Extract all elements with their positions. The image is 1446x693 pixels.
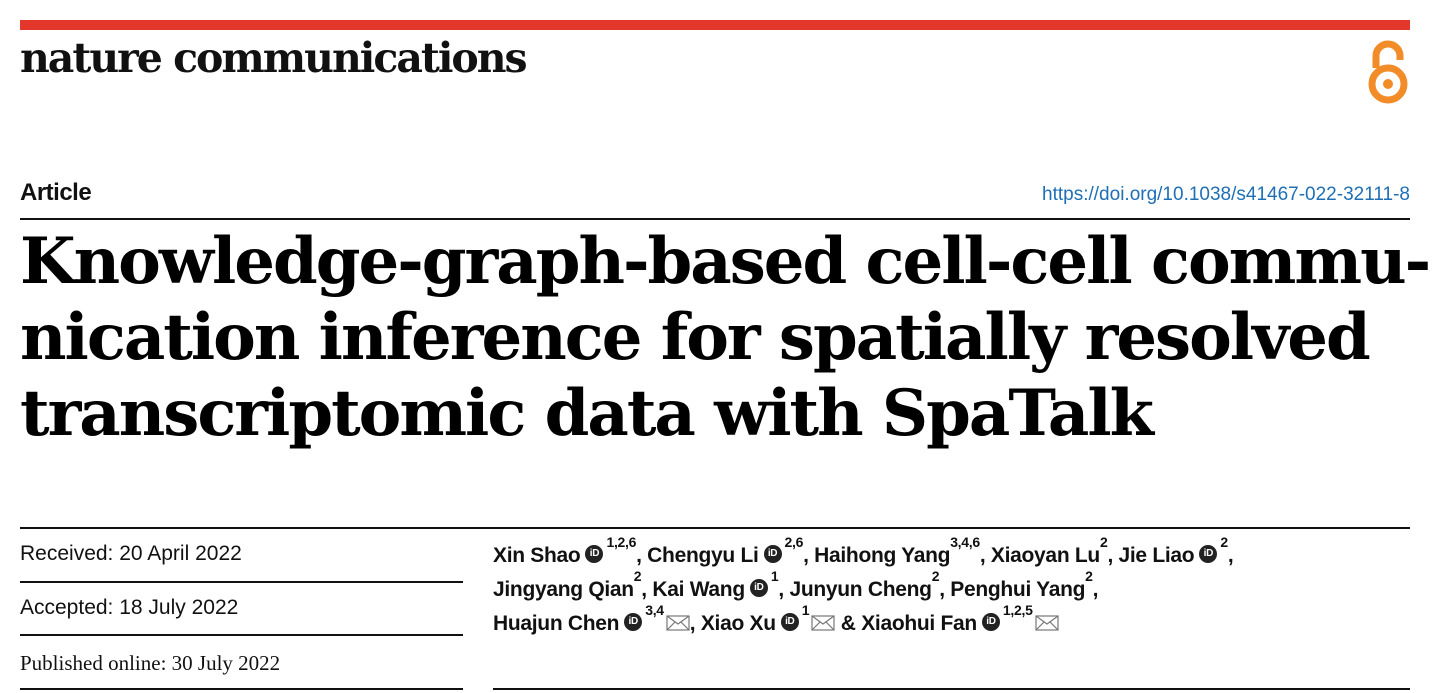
mail-icon[interactable] [1034, 615, 1059, 632]
author: Jie Liao iD2, [1118, 535, 1234, 567]
author-name[interactable]: Jie Liao [1118, 544, 1195, 567]
author: Xiao Xu iD1 & [700, 603, 862, 635]
author-separator: , [689, 612, 701, 635]
author-separator: , [1107, 544, 1119, 567]
title-line: nication inference for spatially resolve… [20, 300, 1371, 375]
author: Xin Shao iD1,2,6, [493, 535, 648, 567]
orcid-icon[interactable]: iD [780, 613, 799, 632]
author: Junyun Cheng2, [789, 569, 951, 601]
affiliation-numbers[interactable]: 2 [931, 568, 940, 584]
orcid-icon[interactable]: iD [1199, 545, 1218, 564]
date-divider [20, 688, 463, 690]
author-separator: , [803, 544, 815, 567]
author-separator: , [1092, 578, 1099, 601]
affiliation-numbers[interactable]: 2 [1085, 568, 1093, 584]
author-line: Xin Shao iD1,2,6, Chengyu Li iD2,6, Haihon… [493, 535, 1393, 573]
received-date: Received: 20 April 2022 [20, 542, 242, 565]
author-divider [493, 688, 1410, 690]
affiliation-numbers[interactable]: 2,6 [784, 534, 804, 550]
affiliation-numbers[interactable]: 1 [770, 568, 779, 584]
author-name[interactable]: Junyun Cheng [789, 578, 932, 601]
author-name[interactable]: Xiaoyan Lu [990, 544, 1100, 567]
orcid-icon[interactable]: iD [749, 579, 768, 598]
author-separator: & [835, 612, 862, 635]
author: Penghui Yang2, [950, 569, 1099, 601]
orcid-icon[interactable]: iD [981, 613, 1000, 632]
author-name[interactable]: Xiaohui Fan [861, 612, 977, 635]
date-divider [20, 634, 463, 636]
affiliation-numbers[interactable]: 1 [801, 602, 810, 618]
title-divider [20, 527, 1410, 529]
affiliation-numbers[interactable]: 3,4 [645, 602, 664, 618]
author-list: Xin Shao iD1,2,6, Chengyu Li iD2,6, Haihon… [493, 535, 1393, 641]
affiliation-numbers[interactable]: 2 [1099, 534, 1108, 550]
author: Xiaoyan Lu2, [990, 535, 1119, 567]
author-separator: , [1227, 544, 1234, 567]
author: Xiaohui Fan iD1,2,5 [861, 603, 1059, 635]
orcid-icon[interactable]: iD [585, 545, 604, 564]
date-divider [20, 581, 463, 583]
mail-icon[interactable] [666, 615, 690, 632]
open-access-icon [1368, 40, 1408, 104]
author-name[interactable]: Penghui Yang [950, 578, 1086, 601]
orcid-icon[interactable]: iD [624, 613, 643, 632]
title-line: transcriptomic data with SpaTalk [20, 376, 1154, 451]
author-line: Huajun Chen iD3,4, Xiao Xu iD1 & Xiaohui F… [493, 603, 1393, 641]
author: Jingyang Qian2, [493, 569, 653, 601]
author: Huajun Chen iD3,4, [493, 603, 701, 635]
affiliation-numbers[interactable]: 1,2,6 [606, 534, 637, 550]
affiliation-numbers[interactable]: 2 [1220, 534, 1228, 550]
doi-link[interactable]: https://doi.org/10.1038/s41467-022-32111… [1042, 184, 1410, 205]
affiliation-numbers[interactable]: 2 [633, 568, 642, 584]
author-name[interactable]: Xiao Xu [700, 612, 776, 635]
author-separator: , [778, 578, 790, 601]
affiliation-numbers[interactable]: 3,4,6 [950, 534, 980, 550]
journal-accent-bar [20, 20, 1410, 30]
header-divider [20, 218, 1410, 220]
author-name[interactable]: Chengyu Li [647, 544, 759, 567]
author-separator: , [636, 544, 648, 567]
author-separator: , [641, 578, 653, 601]
author-separator: , [979, 544, 991, 567]
article-title: Knowledge-graph-based cell-cell commu- n… [20, 224, 1431, 452]
author: Haihong Yang3,4,6, [814, 535, 991, 567]
author: Chengyu Li iD2,6, [647, 535, 815, 567]
journal-name: nature communications [20, 34, 528, 82]
accepted-date: Accepted: 18 July 2022 [20, 596, 239, 619]
author-name[interactable]: Kai Wang [652, 578, 745, 601]
author-separator: , [939, 578, 951, 601]
affiliation-numbers[interactable]: 1,2,5 [1002, 602, 1033, 618]
orcid-icon[interactable]: iD [763, 545, 782, 564]
author: Kai Wang iD1, [652, 569, 790, 601]
author-name[interactable]: Xin Shao [493, 544, 581, 567]
mail-icon[interactable] [811, 615, 835, 632]
article-type-label: Article [20, 179, 92, 206]
author-name[interactable]: Jingyang Qian [493, 578, 634, 601]
title-line: Knowledge-graph-based cell-cell commu- [20, 224, 1431, 299]
author-name[interactable]: Huajun Chen [493, 612, 620, 635]
author-line: Jingyang Qian2, Kai Wang iD1, Junyun Chen… [493, 569, 1393, 607]
author-name[interactable]: Haihong Yang [814, 544, 951, 567]
published-date: Published online: 30 July 2022 [20, 651, 281, 675]
